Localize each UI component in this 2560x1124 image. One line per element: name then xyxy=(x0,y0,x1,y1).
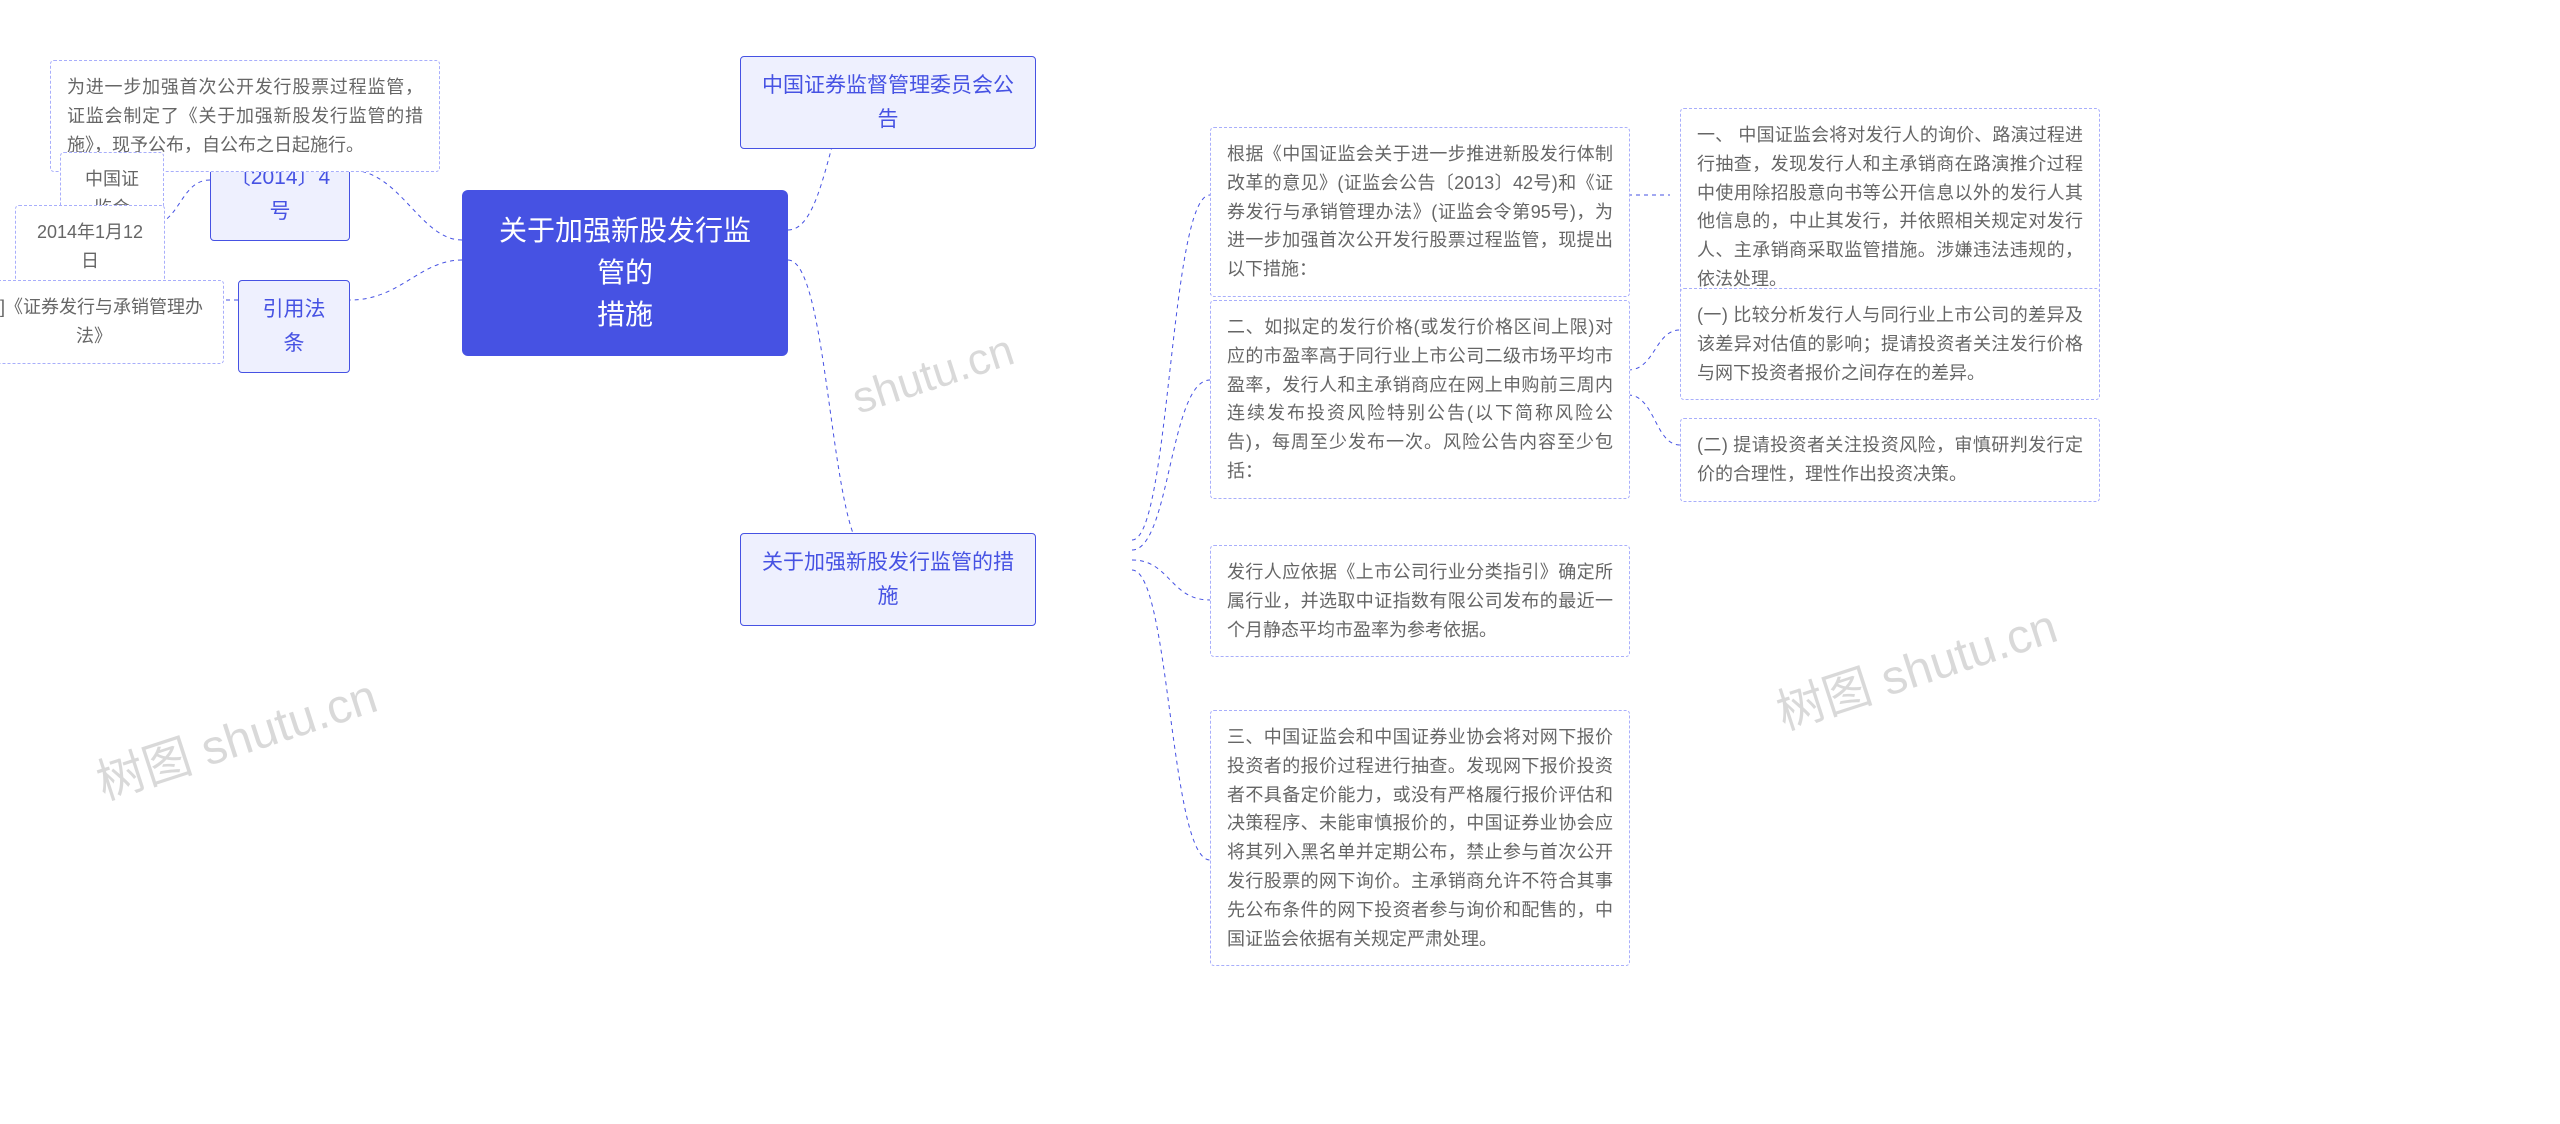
node-industry: 发行人应依据《上市公司行业分类指引》确定所属行业，并选取中证指数有限公司发布的最… xyxy=(1210,545,1630,657)
node-item2-sub2: (二) 提请投资者关注投资风险，审慎研判发行定价的合理性，理性作出投资决策。 xyxy=(1680,418,2100,502)
watermark: shutu.cn xyxy=(846,326,1020,425)
notice-text: 为进一步加强首次公开发行股票过程监管，证监会制定了《关于加强新股发行监管的措施》… xyxy=(67,77,423,155)
node-item3: 三、中国证监会和中国证券业协会将对网下报价投资者的报价过程进行抽查。发现网下报价… xyxy=(1210,710,1630,966)
csrc-announce-label: 中国证券监督管理委员会公告 xyxy=(762,74,1014,131)
root-node: 关于加强新股发行监管的 措施 xyxy=(462,190,788,356)
measures-label: 关于加强新股发行监管的措施 xyxy=(762,551,1014,608)
node-measures: 关于加强新股发行监管的措施 xyxy=(740,533,1036,626)
node-cited-law: 引用法条 xyxy=(238,280,350,373)
cited-law-item1-text: [1]《证券发行与承销管理办法》 xyxy=(0,297,203,346)
cited-law-label: 引用法条 xyxy=(263,298,326,355)
node-csrc-announce: 中国证券监督管理委员会公告 xyxy=(740,56,1036,149)
industry-text: 发行人应依据《上市公司行业分类指引》确定所属行业，并选取中证指数有限公司发布的最… xyxy=(1227,562,1613,640)
node-cited-law-item1: [1]《证券发行与承销管理办法》 xyxy=(0,280,224,364)
watermark: 树图 shutu.cn xyxy=(1766,587,2064,743)
preamble-text: 根据《中国证监会关于进一步推进新股发行体制改革的意见》(证监会公告〔2013〕4… xyxy=(1227,144,1613,279)
item3-text: 三、中国证监会和中国证券业协会将对网下报价投资者的报价过程进行抽查。发现网下报价… xyxy=(1227,727,1613,949)
node-item1: 一、 中国证监会将对发行人的询价、路演过程进行抽查，发现发行人和主承销商在路演推… xyxy=(1680,108,2100,307)
node-date: 2014年1月12日 xyxy=(15,205,165,289)
node-item2: 二、如拟定的发行价格(或发行价格区间上限)对应的市盈率高于同行业上市公司二级市场… xyxy=(1210,300,1630,499)
item2-text: 二、如拟定的发行价格(或发行价格区间上限)对应的市盈率高于同行业上市公司二级市场… xyxy=(1227,317,1613,481)
watermark: 树图 shutu.cn xyxy=(86,657,384,813)
root-text: 关于加强新股发行监管的 措施 xyxy=(499,215,751,330)
item2-sub1-text: (一) 比较分析发行人与同行业上市公司的差异及该差异对估值的影响；提请投资者关注… xyxy=(1697,305,2083,383)
date-text: 2014年1月12日 xyxy=(37,222,143,271)
node-preamble: 根据《中国证监会关于进一步推进新股发行体制改革的意见》(证监会公告〔2013〕4… xyxy=(1210,127,1630,297)
node-item2-sub1: (一) 比较分析发行人与同行业上市公司的差异及该差异对估值的影响；提请投资者关注… xyxy=(1680,288,2100,400)
item1-text: 一、 中国证监会将对发行人的询价、路演过程进行抽查，发现发行人和主承销商在路演推… xyxy=(1697,125,2083,289)
item2-sub2-text: (二) 提请投资者关注投资风险，审慎研判发行定价的合理性，理性作出投资决策。 xyxy=(1697,435,2083,484)
doc-number-label: 〔2014〕4号 xyxy=(230,166,330,223)
